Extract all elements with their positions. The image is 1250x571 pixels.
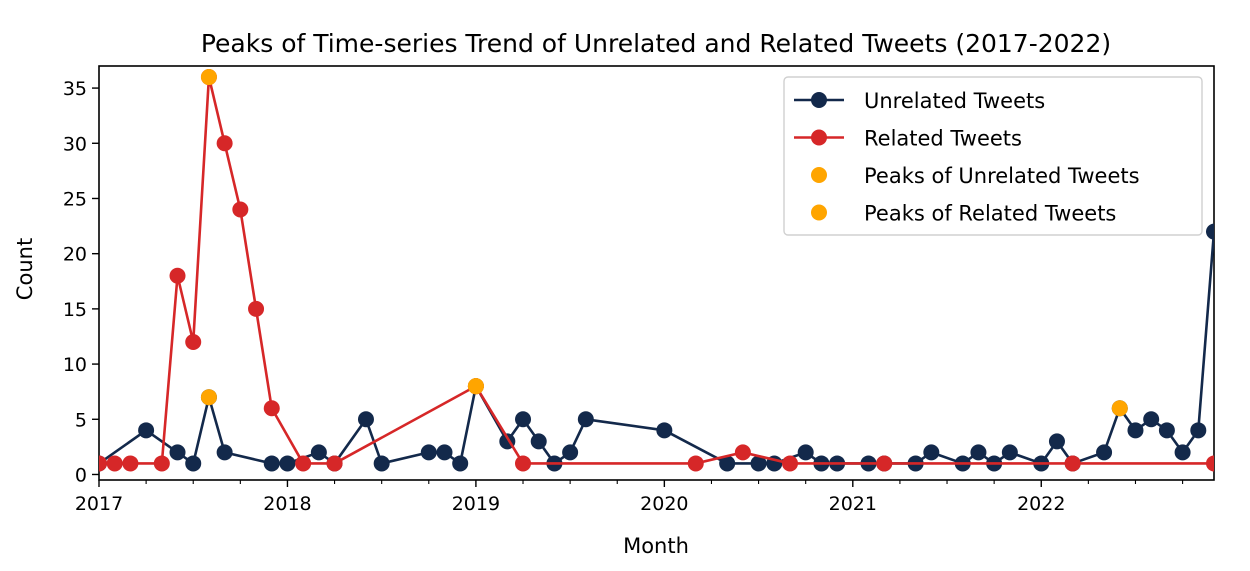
data-point-unrelated-tweets: [1048, 433, 1065, 450]
legend-item-related-tweets: Related Tweets: [794, 127, 1022, 151]
data-point-unrelated-tweets: [452, 455, 469, 472]
legend-marker-related-tweets: [811, 129, 827, 146]
data-point-unrelated-tweets: [420, 444, 437, 461]
plot-frame: [98, 65, 1215, 481]
legend-marker-unrelated-tweets: [811, 92, 827, 108]
data-point-unrelated-tweets: [216, 444, 233, 461]
legend-label-peaks-of-unrelated-tweets: Peaks of Unrelated Tweets: [864, 164, 1140, 188]
series-line-unrelated-tweets: [99, 231, 1214, 465]
y-tick-label: 15: [63, 299, 87, 321]
series-peaks-of-unrelated-tweets: [200, 378, 1128, 417]
data-point-peaks-of-unrelated-tweets: [200, 389, 217, 406]
data-point-related-tweets: [876, 455, 893, 472]
data-point-unrelated-tweets: [263, 455, 280, 472]
data-point-unrelated-tweets: [562, 444, 579, 461]
x-axis-label: Month: [623, 534, 689, 558]
data-point-unrelated-tweets: [1001, 444, 1018, 461]
series-layer: [99, 69, 1214, 472]
data-point-related-tweets: [169, 267, 186, 284]
data-point-related-tweets: [185, 334, 202, 350]
data-point-related-tweets: [515, 455, 532, 472]
data-point-related-tweets: [1206, 455, 1214, 472]
x-tick-label: 2018: [263, 493, 311, 515]
legend-item-peaks-of-unrelated-tweets: Peaks of Unrelated Tweets: [811, 164, 1140, 188]
data-point-unrelated-tweets: [373, 455, 390, 472]
data-point-related-tweets: [106, 455, 123, 472]
y-tick-label: 35: [63, 78, 87, 100]
data-point-peaks-of-unrelated-tweets: [1111, 400, 1128, 417]
data-point-unrelated-tweets: [1096, 444, 1113, 461]
legend-marker-peaks-of-related-tweets: [811, 204, 827, 221]
x-tick-label: 2017: [75, 493, 123, 515]
y-tick-label: 10: [63, 354, 87, 376]
data-point-related-tweets: [1064, 455, 1081, 472]
y-tick-label: 25: [63, 188, 87, 210]
data-point-unrelated-tweets: [138, 422, 155, 439]
data-point-unrelated-tweets: [1127, 422, 1144, 439]
data-point-unrelated-tweets: [1190, 422, 1207, 439]
legend-marker-peaks-of-unrelated-tweets: [811, 167, 827, 183]
data-point-unrelated-tweets: [279, 455, 296, 472]
x-tick-label: 2021: [829, 493, 877, 515]
x-tick-label: 2019: [452, 493, 500, 515]
legend-label-peaks-of-related-tweets: Peaks of Related Tweets: [864, 202, 1116, 226]
data-point-unrelated-tweets: [1143, 411, 1160, 428]
data-point-related-tweets: [781, 455, 798, 472]
data-point-related-tweets: [326, 455, 343, 472]
data-point-unrelated-tweets: [185, 455, 202, 472]
x-tick-label: 2022: [1017, 493, 1065, 515]
data-point-unrelated-tweets: [750, 455, 767, 472]
data-point-unrelated-tweets: [1206, 223, 1214, 240]
series-unrelated-tweets: [99, 223, 1214, 472]
legend: Unrelated Tweets Related Tweets Peaks of U…: [783, 76, 1203, 236]
data-point-unrelated-tweets: [577, 411, 594, 428]
legend-box: [783, 76, 1203, 236]
data-point-related-tweets: [263, 400, 280, 417]
chart-title: Peaks of Time-series Trend of Unrelated …: [201, 29, 1111, 58]
legend-item-unrelated-tweets: Unrelated Tweets: [794, 89, 1045, 113]
data-point-related-tweets: [99, 455, 107, 472]
y-tick-label: 20: [63, 244, 87, 266]
data-point-unrelated-tweets: [1174, 444, 1191, 461]
data-point-unrelated-tweets: [530, 433, 547, 450]
data-point-unrelated-tweets: [797, 444, 814, 461]
data-point-unrelated-tweets: [169, 444, 186, 461]
x-tick-label: 2020: [640, 493, 688, 515]
data-point-unrelated-tweets: [357, 411, 374, 428]
data-point-related-tweets: [248, 300, 265, 317]
data-point-unrelated-tweets: [515, 411, 532, 428]
y-tick-label: 30: [63, 133, 87, 155]
data-point-related-tweets: [295, 455, 312, 472]
data-point-related-tweets: [122, 455, 139, 472]
legend-label-unrelated-tweets: Unrelated Tweets: [864, 89, 1045, 113]
plot-area: 0 5 10 15 20 25 30 35 2017 2018 2019 2020 2021 2022: [63, 65, 1215, 515]
data-point-unrelated-tweets: [436, 444, 453, 461]
data-point-related-tweets: [734, 444, 751, 461]
data-point-related-tweets: [687, 455, 704, 472]
y-tick-label: 0: [75, 464, 87, 486]
data-point-unrelated-tweets: [1158, 422, 1175, 439]
legend-label-related-tweets: Related Tweets: [864, 127, 1022, 151]
data-point-related-tweets: [232, 201, 249, 218]
data-point-peaks-of-related-tweets: [200, 69, 217, 86]
data-point-unrelated-tweets: [719, 455, 736, 472]
legend-item-peaks-of-related-tweets: Peaks of Related Tweets: [811, 202, 1116, 226]
data-point-peaks-of-related-tweets: [467, 378, 484, 395]
data-point-related-tweets: [153, 455, 170, 472]
data-point-unrelated-tweets: [923, 444, 940, 461]
data-point-unrelated-tweets: [970, 444, 987, 461]
y-axis-label: Count: [13, 238, 37, 300]
data-point-unrelated-tweets: [310, 444, 327, 461]
data-point-unrelated-tweets: [656, 422, 673, 439]
y-tick-label: 5: [75, 409, 87, 431]
data-point-related-tweets: [216, 135, 233, 152]
series-peaks-of-related-tweets: [200, 69, 484, 395]
